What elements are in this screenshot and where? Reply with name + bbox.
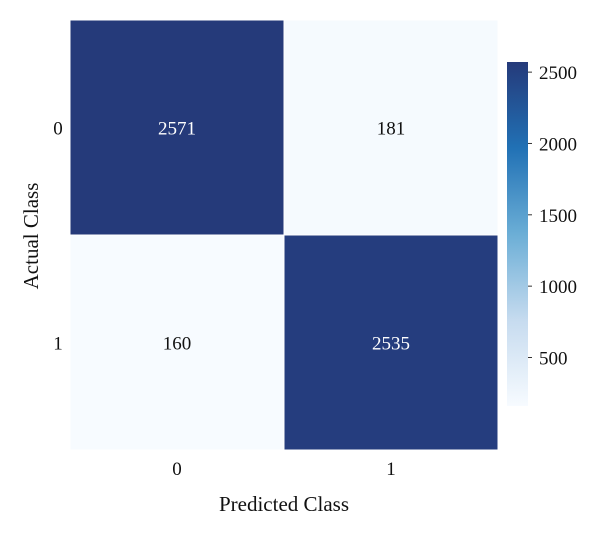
x-axis-title: Predicted Class: [219, 492, 349, 516]
heatmap-cells: 2571 181 160 2535: [69, 19, 499, 451]
colorbar-tick-label-0: 500: [539, 348, 568, 369]
heatmap-cell-0-0: [69, 19, 285, 236]
heatmap-cell-1-0: [69, 234, 285, 451]
cell-value-label-0-0: 2571: [158, 119, 196, 140]
colorbar-tick-label-1: 1000: [539, 277, 577, 298]
colorbar-tick-label-3: 2000: [539, 134, 577, 155]
heatmap-cell-0-1: [283, 19, 499, 236]
y-axis-title: Actual Class: [19, 183, 43, 290]
colorbar-tick-label-2: 1500: [539, 206, 577, 227]
y-tick-labels: 01: [53, 119, 63, 355]
y-tick-label-1: 1: [53, 334, 63, 355]
x-tick-label-0: 0: [172, 459, 182, 480]
heatmap-cell-1-1: [283, 234, 499, 451]
colorbar-tick-label-4: 2500: [539, 63, 577, 84]
colorbar: [507, 62, 528, 406]
colorbar-ticks: 500 1000 1500 2000 2500: [528, 63, 577, 369]
cell-value-label-0-1: 181: [377, 119, 406, 140]
cell-value-label-1-0: 160: [163, 334, 192, 355]
y-tick-label-0: 0: [53, 119, 63, 140]
cell-value-label-1-1: 2535: [372, 334, 410, 355]
x-tick-label-1: 1: [386, 459, 396, 480]
